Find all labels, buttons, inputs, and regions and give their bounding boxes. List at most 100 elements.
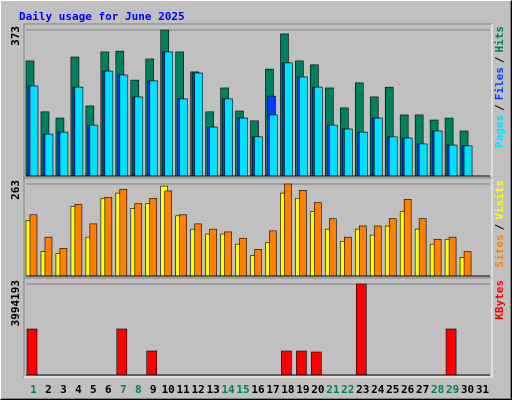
bar (433, 130, 443, 177)
x-tick-label: 10 (162, 383, 175, 396)
bar (344, 236, 352, 277)
legend-entry: Pages (493, 115, 506, 148)
bar (418, 218, 427, 277)
bar (281, 350, 292, 376)
legend-separator: / (493, 223, 506, 230)
bar (149, 198, 158, 277)
bar (239, 237, 247, 277)
x-tick-label: 18 (281, 383, 294, 396)
bar (433, 238, 442, 277)
bar (164, 51, 174, 177)
bar (224, 231, 232, 277)
bar (89, 223, 98, 277)
x-tick-label: 22 (341, 383, 354, 396)
bar (164, 190, 173, 277)
bar (134, 96, 144, 177)
bar (179, 98, 188, 177)
x-tick-label: 21 (326, 383, 340, 396)
x-tick-label: 5 (90, 383, 97, 396)
bar (329, 218, 337, 277)
bar (463, 251, 472, 277)
x-tick-label: 3 (60, 383, 67, 396)
legend-entry: Sites (493, 234, 506, 267)
bar (59, 248, 68, 277)
y-tick-label: 373 (9, 26, 22, 46)
bar (418, 143, 428, 177)
x-tick-label: 15 (236, 383, 249, 396)
y-tick-label: 3994193 (9, 280, 22, 326)
x-tick-label: 7 (120, 383, 127, 396)
legend-entry: Visits (493, 180, 506, 220)
bar (314, 86, 323, 177)
bar (29, 214, 38, 277)
bar (314, 202, 322, 277)
bar (445, 328, 457, 376)
bar (44, 133, 54, 177)
bar (358, 225, 367, 277)
bar (269, 114, 278, 177)
legend-separator: / (493, 104, 506, 111)
bar (116, 328, 128, 376)
legend-entry: Hits (493, 26, 506, 53)
x-tick-label: 4 (75, 383, 82, 396)
bar (44, 236, 53, 277)
bar (284, 183, 292, 277)
legend: Sites / Visits (493, 180, 506, 268)
bar (209, 126, 218, 177)
bar (74, 203, 83, 277)
bar (373, 117, 383, 177)
x-tick-label: 8 (135, 383, 142, 396)
legend-entry: KBytes (493, 280, 506, 320)
bar (59, 131, 69, 177)
x-tick-label: 9 (150, 383, 157, 396)
x-tick-label: 20 (311, 383, 324, 396)
x-tick-label: 26 (401, 383, 415, 396)
bar (403, 199, 412, 277)
plot-bevel (24, 278, 493, 378)
bar (269, 230, 277, 277)
y-tick-label: 263 (9, 180, 22, 200)
bar (299, 76, 308, 177)
legend-entry: Files (493, 67, 506, 100)
bar (296, 350, 307, 376)
bar (224, 98, 233, 177)
legend-separator: / (493, 56, 506, 63)
x-tick-label: 19 (296, 383, 309, 396)
bar (355, 283, 367, 376)
x-tick-label: 13 (206, 383, 219, 396)
x-tick-label: 1 (30, 383, 37, 396)
bar (358, 131, 368, 177)
bar (209, 228, 217, 277)
bar (463, 145, 473, 177)
x-tick-label: 30 (461, 383, 474, 396)
x-tick-label: 2 (45, 383, 52, 396)
x-tick-label: 12 (192, 383, 205, 396)
bar (403, 137, 413, 177)
plot-area (23, 277, 493, 378)
x-tick-label: 29 (446, 383, 459, 396)
bar (89, 124, 99, 177)
bar (194, 72, 203, 177)
bar (29, 85, 39, 177)
bar (194, 223, 202, 277)
x-tick-label: 16 (251, 383, 265, 396)
bar (254, 249, 262, 277)
legend: KBytes (493, 280, 506, 320)
x-tick-label: 24 (371, 383, 385, 396)
bar (74, 86, 84, 177)
bar (448, 144, 458, 177)
bar (104, 196, 113, 277)
chart-title: Daily usage for June 2025 (19, 10, 185, 23)
bar (388, 136, 398, 177)
bar (254, 136, 263, 177)
bar (26, 328, 38, 376)
bar (344, 128, 353, 177)
x-tick-label: 17 (266, 383, 279, 396)
bar (134, 203, 143, 277)
bar (179, 214, 187, 277)
bar (284, 62, 293, 177)
bar (373, 225, 382, 277)
